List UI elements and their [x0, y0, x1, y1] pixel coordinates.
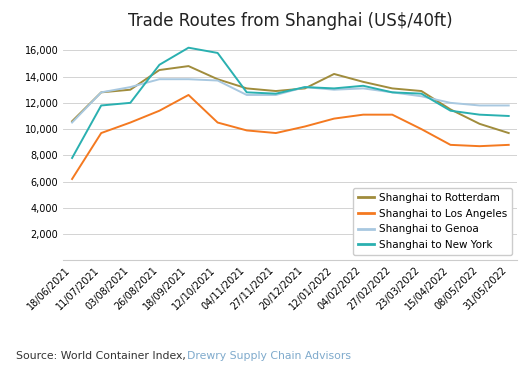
Shanghai to New York	[185, 45, 192, 50]
Shanghai to Los Angeles	[243, 128, 250, 133]
Shanghai to Rotterdam	[272, 89, 279, 93]
Shanghai to Los Angeles	[98, 131, 105, 135]
Shanghai to Genoa	[69, 120, 76, 125]
Shanghai to Genoa	[214, 78, 221, 83]
Shanghai to Genoa	[156, 77, 163, 81]
Shanghai to New York	[214, 51, 221, 55]
Shanghai to New York	[156, 62, 163, 67]
Shanghai to Los Angeles	[505, 142, 512, 147]
Shanghai to Los Angeles	[127, 120, 134, 125]
Shanghai to New York	[98, 103, 105, 108]
Legend: Shanghai to Rotterdam, Shanghai to Los Angeles, Shanghai to Genoa, Shanghai to N: Shanghai to Rotterdam, Shanghai to Los A…	[353, 187, 512, 255]
Shanghai to New York	[243, 90, 250, 94]
Shanghai to Genoa	[272, 93, 279, 97]
Shanghai to New York	[360, 84, 366, 88]
Shanghai to Rotterdam	[331, 72, 337, 76]
Shanghai to Rotterdam	[185, 64, 192, 68]
Shanghai to Los Angeles	[185, 93, 192, 97]
Shanghai to Genoa	[505, 103, 512, 108]
Shanghai to New York	[127, 100, 134, 105]
Shanghai to Rotterdam	[505, 131, 512, 135]
Line: Shanghai to Genoa: Shanghai to Genoa	[72, 79, 508, 122]
Line: Shanghai to New York: Shanghai to New York	[72, 48, 508, 158]
Shanghai to Rotterdam	[447, 107, 454, 112]
Shanghai to New York	[447, 109, 454, 113]
Shanghai to New York	[505, 114, 512, 118]
Shanghai to Los Angeles	[447, 142, 454, 147]
Line: Shanghai to Los Angeles: Shanghai to Los Angeles	[72, 95, 508, 179]
Shanghai to Rotterdam	[418, 89, 425, 93]
Text: Source: World Container Index,: Source: World Container Index,	[16, 352, 189, 361]
Shanghai to Genoa	[185, 77, 192, 81]
Shanghai to Los Angeles	[156, 109, 163, 113]
Shanghai to Los Angeles	[389, 112, 395, 117]
Shanghai to Los Angeles	[302, 124, 308, 129]
Shanghai to Rotterdam	[360, 80, 366, 84]
Shanghai to Rotterdam	[127, 87, 134, 92]
Shanghai to New York	[389, 90, 395, 94]
Shanghai to Genoa	[447, 100, 454, 105]
Shanghai to Genoa	[476, 103, 483, 108]
Shanghai to Rotterdam	[98, 90, 105, 94]
Shanghai to Genoa	[302, 85, 308, 89]
Shanghai to Rotterdam	[243, 86, 250, 91]
Shanghai to Genoa	[98, 90, 105, 94]
Shanghai to New York	[302, 85, 308, 89]
Shanghai to Rotterdam	[214, 77, 221, 81]
Shanghai to New York	[272, 92, 279, 96]
Shanghai to Rotterdam	[476, 122, 483, 126]
Shanghai to New York	[69, 156, 76, 160]
Shanghai to Los Angeles	[476, 144, 483, 148]
Shanghai to Los Angeles	[331, 116, 337, 121]
Shanghai to Genoa	[418, 94, 425, 99]
Shanghai to Rotterdam	[156, 68, 163, 72]
Shanghai to Los Angeles	[214, 120, 221, 125]
Shanghai to New York	[418, 92, 425, 96]
Shanghai to Rotterdam	[389, 86, 395, 91]
Shanghai to Genoa	[243, 93, 250, 97]
Shanghai to Genoa	[331, 87, 337, 92]
Text: Drewry Supply Chain Advisors: Drewry Supply Chain Advisors	[187, 352, 352, 361]
Shanghai to Los Angeles	[272, 131, 279, 135]
Title: Trade Routes from Shanghai (US$/40ft): Trade Routes from Shanghai (US$/40ft)	[128, 12, 452, 30]
Shanghai to Los Angeles	[418, 127, 425, 131]
Shanghai to Los Angeles	[360, 112, 366, 117]
Shanghai to New York	[331, 86, 337, 91]
Shanghai to New York	[476, 112, 483, 117]
Shanghai to Los Angeles	[69, 177, 76, 181]
Line: Shanghai to Rotterdam: Shanghai to Rotterdam	[72, 66, 508, 133]
Shanghai to Genoa	[389, 90, 395, 94]
Shanghai to Rotterdam	[302, 86, 308, 91]
Shanghai to Rotterdam	[69, 119, 76, 124]
Shanghai to Genoa	[360, 86, 366, 91]
Shanghai to Genoa	[127, 85, 134, 89]
